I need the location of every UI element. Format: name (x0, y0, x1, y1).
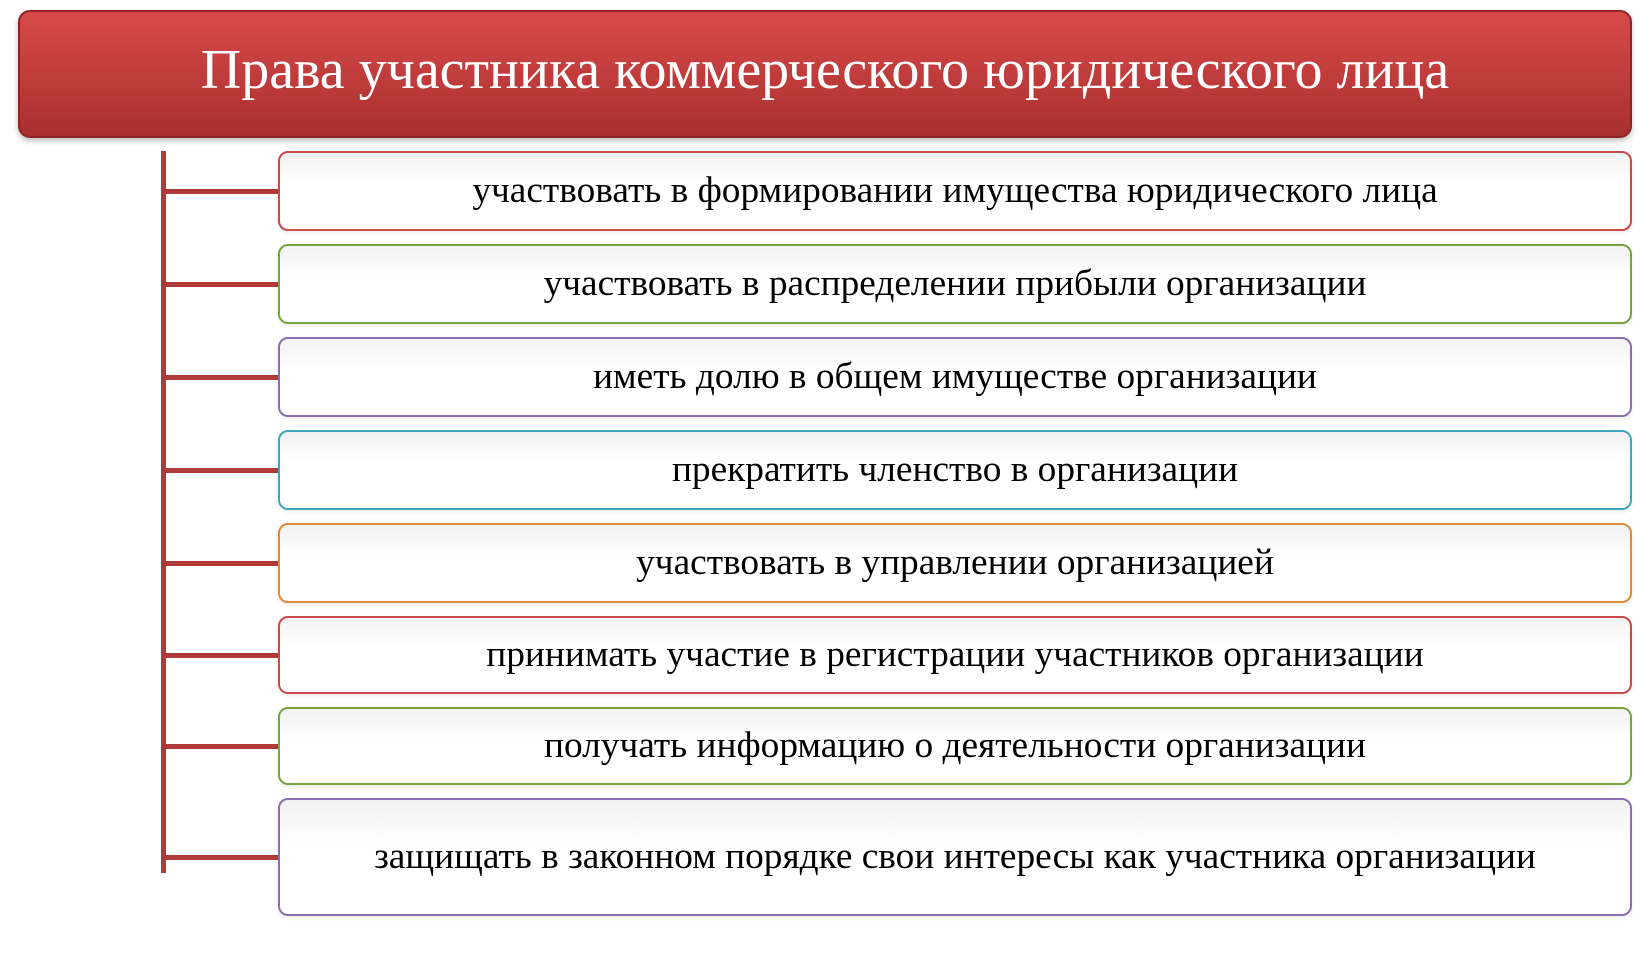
diagram-item-row: защищать в законном порядке свои интерес… (163, 798, 1632, 916)
connector-horizontal (163, 282, 278, 287)
diagram-header-text: Права участника коммерческого юридическо… (201, 40, 1449, 102)
diagram-item: участвовать в распределении прибыли орга… (278, 244, 1632, 324)
connector-horizontal (163, 375, 278, 380)
hierarchy-diagram: Права участника коммерческого юридическо… (18, 10, 1632, 916)
connector-horizontal (163, 189, 278, 194)
connector-horizontal (163, 561, 278, 566)
diagram-item: принимать участие в регистрации участник… (278, 616, 1632, 694)
diagram-item: получать информацию о деятельности орган… (278, 707, 1632, 785)
diagram-item-text: участвовать в управлении организацией (636, 542, 1274, 585)
diagram-item-row: иметь долю в общем имуществе организации (163, 337, 1632, 417)
connector-horizontal (163, 855, 278, 860)
diagram-item-text: участвовать в распределении прибыли орга… (544, 263, 1367, 306)
diagram-item-row: прекратить членство в организации (163, 430, 1632, 510)
diagram-item: иметь долю в общем имуществе организации (278, 337, 1632, 417)
diagram-item-text: прекратить членство в организации (672, 449, 1238, 492)
diagram-item-text: иметь долю в общем имуществе организации (593, 356, 1317, 399)
diagram-item-text: защищать в законном порядке свои интерес… (374, 836, 1536, 879)
connector-horizontal (163, 653, 278, 658)
diagram-items-area: участвовать в формировании имущества юри… (163, 151, 1632, 916)
diagram-item: участвовать в управлении организацией (278, 523, 1632, 603)
diagram-item-text: получать информацию о деятельности орган… (544, 725, 1366, 768)
diagram-item-row: участвовать в формировании имущества юри… (163, 151, 1632, 231)
diagram-item: участвовать в формировании имущества юри… (278, 151, 1632, 231)
diagram-item-text: участвовать в формировании имущества юри… (472, 170, 1437, 213)
diagram-item: защищать в законном порядке свои интерес… (278, 798, 1632, 916)
diagram-item-row: участвовать в управлении организацией (163, 523, 1632, 603)
diagram-item-text: принимать участие в регистрации участник… (486, 634, 1423, 677)
connector-horizontal (163, 468, 278, 473)
diagram-item-row: участвовать в распределении прибыли орга… (163, 244, 1632, 324)
diagram-item-row: принимать участие в регистрации участник… (163, 616, 1632, 694)
diagram-item-row: получать информацию о деятельности орган… (163, 707, 1632, 785)
connector-horizontal (163, 744, 278, 749)
diagram-item: прекратить членство в организации (278, 430, 1632, 510)
diagram-header: Права участника коммерческого юридическо… (18, 10, 1632, 138)
